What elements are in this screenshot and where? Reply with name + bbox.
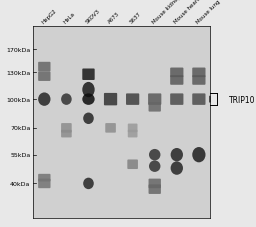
FancyBboxPatch shape bbox=[170, 76, 183, 85]
Text: 130kDa: 130kDa bbox=[6, 71, 30, 76]
Text: 70kDa: 70kDa bbox=[10, 126, 30, 131]
Ellipse shape bbox=[82, 94, 95, 105]
FancyBboxPatch shape bbox=[105, 123, 116, 133]
FancyBboxPatch shape bbox=[38, 174, 50, 182]
FancyBboxPatch shape bbox=[82, 69, 95, 81]
Text: 40kDa: 40kDa bbox=[10, 181, 30, 186]
Ellipse shape bbox=[82, 83, 95, 98]
Text: Mouse lung: Mouse lung bbox=[195, 0, 221, 25]
Text: A673: A673 bbox=[107, 11, 121, 25]
FancyBboxPatch shape bbox=[127, 160, 138, 169]
Text: HeLa: HeLa bbox=[63, 11, 76, 25]
FancyBboxPatch shape bbox=[170, 68, 183, 78]
FancyBboxPatch shape bbox=[38, 62, 50, 72]
FancyBboxPatch shape bbox=[192, 76, 206, 85]
Text: 5637: 5637 bbox=[129, 11, 143, 25]
Text: Mouse heart: Mouse heart bbox=[173, 0, 201, 25]
FancyBboxPatch shape bbox=[38, 179, 50, 188]
FancyBboxPatch shape bbox=[148, 103, 161, 112]
FancyBboxPatch shape bbox=[61, 130, 72, 138]
Ellipse shape bbox=[38, 93, 50, 106]
FancyBboxPatch shape bbox=[38, 72, 50, 81]
Ellipse shape bbox=[61, 94, 72, 105]
FancyBboxPatch shape bbox=[61, 123, 72, 133]
FancyBboxPatch shape bbox=[170, 94, 183, 105]
Ellipse shape bbox=[149, 161, 161, 172]
Text: 100kDa: 100kDa bbox=[6, 97, 30, 102]
Text: 170kDa: 170kDa bbox=[6, 48, 30, 53]
FancyBboxPatch shape bbox=[192, 68, 206, 78]
FancyBboxPatch shape bbox=[128, 130, 137, 138]
Text: 55kDa: 55kDa bbox=[10, 153, 30, 158]
Ellipse shape bbox=[149, 149, 161, 161]
Ellipse shape bbox=[170, 148, 183, 162]
FancyBboxPatch shape bbox=[192, 94, 206, 105]
Ellipse shape bbox=[83, 113, 94, 124]
Text: TRIP10: TRIP10 bbox=[229, 95, 256, 104]
Text: SKOV3: SKOV3 bbox=[85, 8, 101, 25]
Ellipse shape bbox=[192, 147, 206, 163]
FancyBboxPatch shape bbox=[148, 179, 161, 188]
FancyBboxPatch shape bbox=[126, 94, 139, 105]
Ellipse shape bbox=[170, 162, 183, 175]
Text: HepG2: HepG2 bbox=[41, 8, 58, 25]
Ellipse shape bbox=[83, 178, 94, 189]
Text: Mouse kidney: Mouse kidney bbox=[151, 0, 182, 25]
FancyBboxPatch shape bbox=[104, 94, 117, 106]
FancyBboxPatch shape bbox=[148, 185, 161, 194]
FancyBboxPatch shape bbox=[128, 124, 137, 133]
FancyBboxPatch shape bbox=[148, 94, 161, 105]
